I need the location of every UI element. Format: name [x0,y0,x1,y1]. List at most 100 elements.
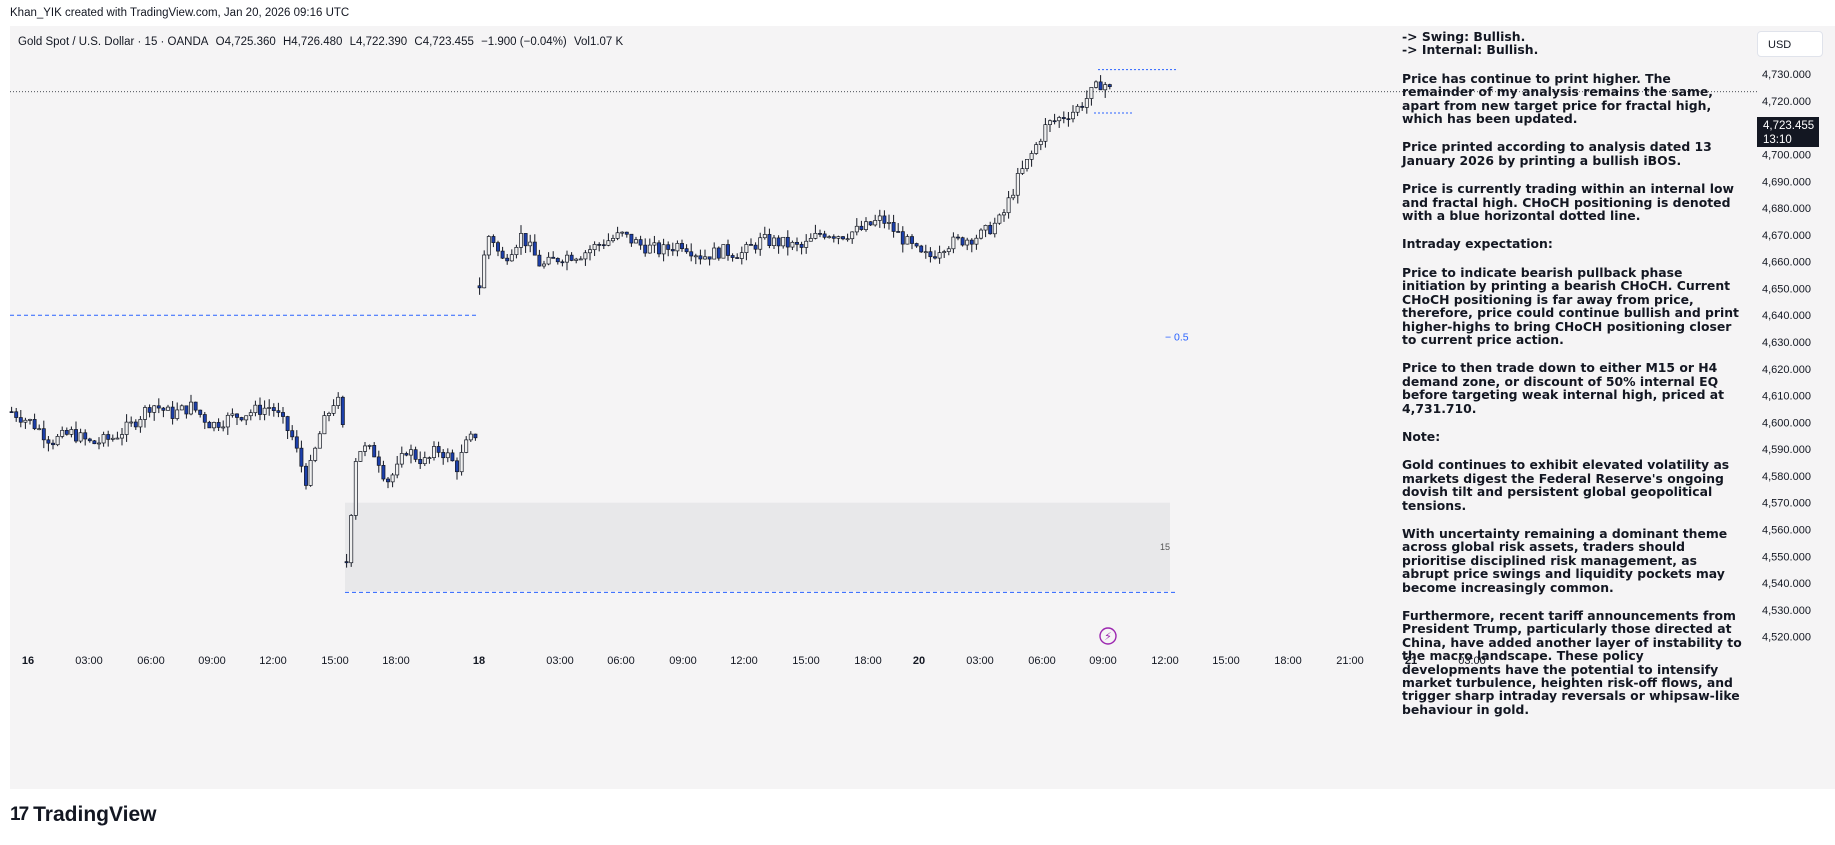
candle-body [267,407,272,409]
price-axis-tick: 4,720.000 [1762,96,1811,108]
candle-body [1048,120,1052,126]
price-axis-tick: 4,560.000 [1762,524,1811,536]
candle-body [712,247,717,260]
candle-body [281,412,285,417]
candle-body [381,465,386,480]
candle-body [505,257,510,262]
note-paragraph: Price is currently trading within an int… [1402,181,1734,224]
tradingview-logo-icon: 17 [10,804,29,825]
candle-body [933,256,937,259]
ohlc-change: −1.900 (−0.04%) [481,36,567,48]
symbol-name[interactable]: Gold Spot / U.S. Dollar · 15 · OANDA [18,36,209,48]
candle-body [1038,140,1043,145]
candle-body [588,249,592,254]
candle-body [262,407,267,415]
candle-body [569,254,574,261]
candle-body [638,239,643,246]
candle-body [827,236,832,239]
candle-body [253,404,258,414]
candle-body [560,261,565,264]
candle-body [790,241,795,248]
candle-body [409,449,413,456]
candle-body [652,242,657,246]
price-axis-tick: 4,660.000 [1762,257,1811,269]
chart-frame[interactable] [10,26,1835,789]
candle-body [500,250,505,259]
candle-body [923,251,928,254]
candle-body [376,456,381,466]
candle-body [887,222,891,224]
candle-body [776,237,781,247]
candle-body [78,432,83,442]
candle-body [313,447,318,461]
candle-body [523,233,528,247]
last-price-label: 4,723.455 13:10 [1757,117,1819,147]
candle-body [41,428,46,441]
candle-body [422,457,427,465]
candle-body [592,244,597,251]
candle-body [1107,84,1112,87]
tradingview-logo[interactable]: 17 TradingView [10,803,156,827]
candle-body [606,240,611,246]
currency-button[interactable]: USD [1757,31,1823,57]
candle-body [143,407,147,420]
candle-body [647,244,652,254]
price-axis-tick: 4,700.000 [1762,150,1811,162]
candle-body [822,233,827,238]
candle-body [983,225,988,231]
note-heading-note: Note: [1402,428,1441,444]
time-axis-tick: 09:00 [669,655,697,667]
candle-body [919,245,924,253]
candle-body [716,247,721,259]
candle-body [486,236,491,256]
candle-body [868,221,873,226]
candle-body [152,405,157,413]
candle-body [340,396,345,425]
candle-body [749,244,753,246]
equilibrium-label: − 0.5 [1165,332,1189,344]
candle-body [1034,144,1039,154]
candle-body [1061,117,1066,120]
candle-body [841,236,845,240]
bar-countdown: 13:10 [1763,134,1792,146]
ohlc-open: O4,725.360 [215,36,276,48]
candle-body [836,236,841,239]
time-axis-tick: 21 [1405,655,1417,667]
candle-body [258,404,262,415]
candle-body [979,229,983,239]
candle-body [221,426,226,429]
price-axis-tick: 4,650.000 [1762,283,1811,295]
price-axis-tick: 4,690.000 [1762,176,1811,188]
candle-body [427,457,432,459]
candle-body [101,434,106,444]
note-paragraph: Price printed according to analysis date… [1402,139,1712,168]
candle-body [707,256,712,260]
candle-body [124,421,129,435]
candle-body [565,254,569,263]
candle-body [83,432,88,440]
candle-body [207,421,212,429]
candle-body [1089,87,1094,99]
candle-body [597,244,602,246]
candle-body [1094,81,1098,88]
candle-body [528,241,533,247]
candle-body [413,449,418,460]
candle-body [193,401,198,411]
symbol-legend: Gold Spot / U.S. Dollar · 15 · OANDA O4,… [18,34,627,50]
note-swing: -> Swing: Bullish. [1402,29,1526,44]
note-paragraph: Price has continue to print higher. The … [1402,70,1714,127]
candle-body [877,215,882,221]
candle-body [813,232,818,239]
time-axis-tick: 06:00 [607,655,635,667]
candle-body [969,239,974,245]
candle-body [670,249,675,252]
price-axis-tick: 4,580.000 [1762,471,1811,483]
note-paragraph: Furthermore, recent tariff announcements… [1402,608,1742,717]
candle-body [212,422,216,429]
candle-body [795,241,799,245]
candle-body [762,234,767,239]
candle-body [537,254,542,267]
candle-body [845,238,850,241]
candle-body [1071,111,1075,120]
